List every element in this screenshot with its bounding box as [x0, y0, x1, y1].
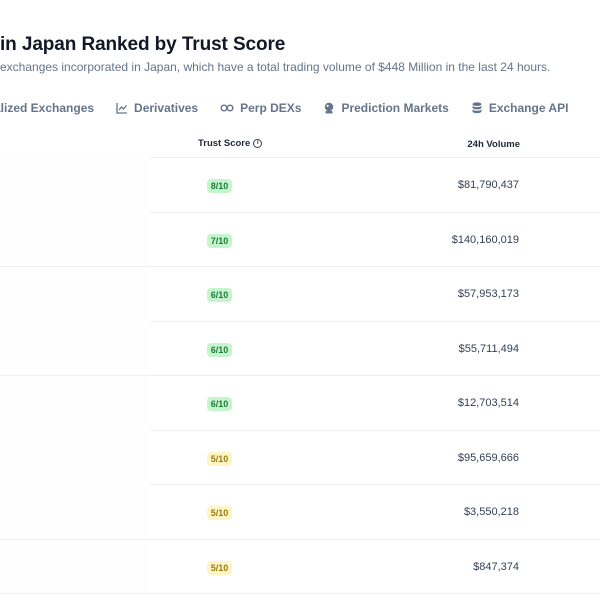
- page-subtitle: exchanges incorporated in Japan, which h…: [0, 60, 551, 74]
- column-header-24h-volume[interactable]: 24h Volume: [467, 139, 520, 150]
- exchange-type-tabs: alized Exchanges Derivatives Perp DEXs P…: [0, 98, 590, 118]
- tab-label: Perp DEXs: [240, 101, 302, 115]
- volume-cell: $95,659,666: [457, 451, 519, 464]
- infinity-icon: [220, 104, 234, 112]
- info-icon[interactable]: i: [253, 139, 263, 148]
- volume-cell: $847,374: [473, 560, 519, 573]
- exchanges-table: Trust Score i 24h Volume 8/10 $81,790,43…: [0, 128, 600, 594]
- volume-cell: $12,703,514: [457, 397, 519, 409]
- divider: [150, 429, 600, 431]
- exchange-name-cell: [0, 321, 150, 376]
- volume-cell: $81,790,437: [457, 179, 519, 191]
- table-row[interactable]: 5/10 $95,659,666: [0, 430, 600, 485]
- tab-centralized-exchanges[interactable]: alized Exchanges: [0, 101, 94, 115]
- trust-score-badge: 6/10: [207, 397, 232, 411]
- table-header: Trust Score i 24h Volume: [0, 128, 600, 158]
- database-icon: [472, 102, 482, 114]
- table-row[interactable]: 5/10 $3,550,218: [0, 485, 600, 540]
- volume-cell: $57,953,173: [457, 288, 519, 300]
- table-row[interactable]: 8/10 $81,790,437: [0, 158, 600, 213]
- divider: [150, 211, 600, 213]
- exchange-name-cell: [0, 212, 150, 267]
- trust-score-badge: 7/10: [207, 233, 232, 248]
- column-header-label: Trust Score: [198, 138, 251, 149]
- volume-cell: $3,550,218: [463, 506, 519, 518]
- page-title: in Japan Ranked by Trust Score: [0, 34, 286, 55]
- exchange-name-cell: [0, 430, 150, 485]
- volume-cell: $55,711,494: [458, 342, 519, 355]
- crystal-ball-icon: [325, 102, 334, 114]
- line-chart-icon: [116, 103, 128, 114]
- tab-label: Derivatives: [134, 101, 199, 115]
- trust-score-badge: 8/10: [207, 179, 232, 193]
- column-header-trust-score[interactable]: Trust Score i: [198, 138, 263, 149]
- table-row[interactable]: 7/10 $140,160,019: [0, 212, 600, 267]
- tab-label: Prediction Markets: [341, 101, 449, 115]
- divider: [150, 484, 600, 485]
- volume-cell: $140,160,019: [451, 233, 519, 246]
- divider: [150, 320, 600, 322]
- trust-score-badge: 5/10: [207, 506, 232, 520]
- tab-exchange-api[interactable]: Exchange API: [471, 101, 569, 115]
- exchange-name-cell: [0, 267, 150, 322]
- trust-score-badge: 5/10: [207, 451, 232, 466]
- tab-prediction-markets[interactable]: Prediction Markets: [323, 101, 449, 115]
- exchange-name-cell: [0, 158, 150, 213]
- divider: [0, 375, 600, 376]
- tab-derivatives[interactable]: Derivatives: [116, 101, 198, 115]
- table-row[interactable]: 6/10 $55,711,494: [0, 321, 600, 376]
- trust-score-badge: 6/10: [207, 288, 232, 302]
- trust-score-badge: 5/10: [207, 560, 232, 575]
- table-row[interactable]: 5/10 $847,374: [0, 539, 600, 594]
- divider: [150, 157, 600, 158]
- divider: [0, 538, 600, 540]
- exchange-name-cell: [0, 539, 150, 594]
- table-row[interactable]: 6/10 $12,703,514: [0, 376, 600, 431]
- divider: [0, 593, 600, 594]
- table-row[interactable]: 6/10 $57,953,173: [0, 267, 600, 322]
- exchange-name-cell: [0, 485, 150, 540]
- exchange-name-cell: [0, 376, 150, 431]
- tab-perp-dexs[interactable]: Perp DEXs: [220, 101, 301, 115]
- divider: [0, 266, 600, 267]
- trust-score-badge: 6/10: [207, 342, 232, 357]
- tab-label: alized Exchanges: [0, 101, 95, 115]
- tab-label: Exchange API: [488, 101, 569, 115]
